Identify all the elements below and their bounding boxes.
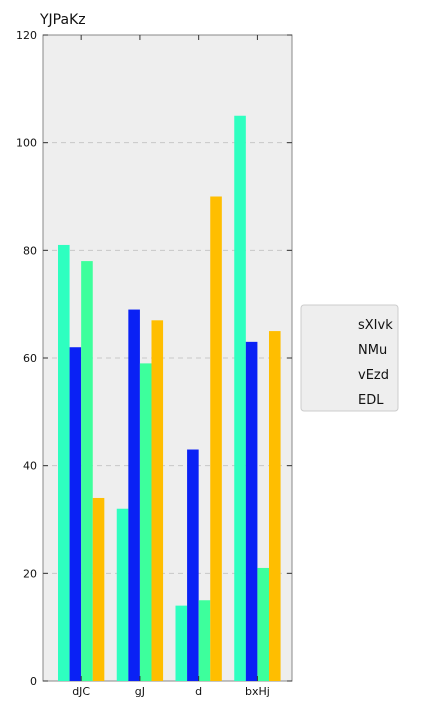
bar-NMu-d: [187, 449, 199, 681]
y-axis: 0 20 40 60 80 100 120: [16, 29, 292, 688]
bars-group: [58, 115, 281, 681]
y-tick-label: 80: [23, 244, 37, 257]
y-tick-label: 40: [23, 460, 37, 473]
bar-EDL-dJC: [92, 497, 105, 681]
bar-sXIvk-d: [175, 605, 188, 681]
x-tick-label: d: [195, 685, 202, 698]
legend-label: EDL: [358, 393, 384, 408]
y-tick-label: 0: [30, 675, 37, 688]
bar-sXIvk-bxHj: [234, 115, 246, 681]
legend-box: [300, 304, 399, 412]
x-tick-label: bxHj: [245, 685, 270, 698]
legend-label: vEzd: [358, 368, 389, 383]
legend-label: NMu: [358, 343, 387, 358]
bar-EDL-bxHj: [268, 331, 281, 681]
bar-NMu-gJ: [128, 309, 140, 681]
bar-sXIvk-dJC: [58, 244, 70, 681]
legend: sXIvk NMu vEzd EDL: [300, 304, 399, 412]
bar-NMu-bxHj: [245, 341, 258, 681]
bar-vEzd-d: [198, 600, 211, 681]
x-axis: dJC gJ d bxHj: [72, 35, 270, 698]
legend-label: sXIvk: [358, 318, 393, 333]
y-tick-label: 100: [16, 137, 37, 150]
y-tick-label: 120: [16, 29, 37, 42]
bar-EDL-d: [210, 196, 222, 681]
x-tick-label: gJ: [135, 685, 145, 698]
bar-NMu-dJC: [69, 347, 82, 681]
bar-EDL-gJ: [151, 320, 164, 681]
bar-vEzd-dJC: [81, 261, 93, 681]
bar-vEzd-bxHj: [257, 567, 269, 681]
y-tick-label: 60: [23, 352, 37, 365]
bar-sXIvk-gJ: [116, 508, 129, 681]
y-tick-label: 20: [23, 567, 37, 580]
bar-vEzd-gJ: [139, 363, 152, 681]
x-tick-label: dJC: [72, 685, 90, 698]
chart-title: YJPaKz: [39, 12, 86, 28]
